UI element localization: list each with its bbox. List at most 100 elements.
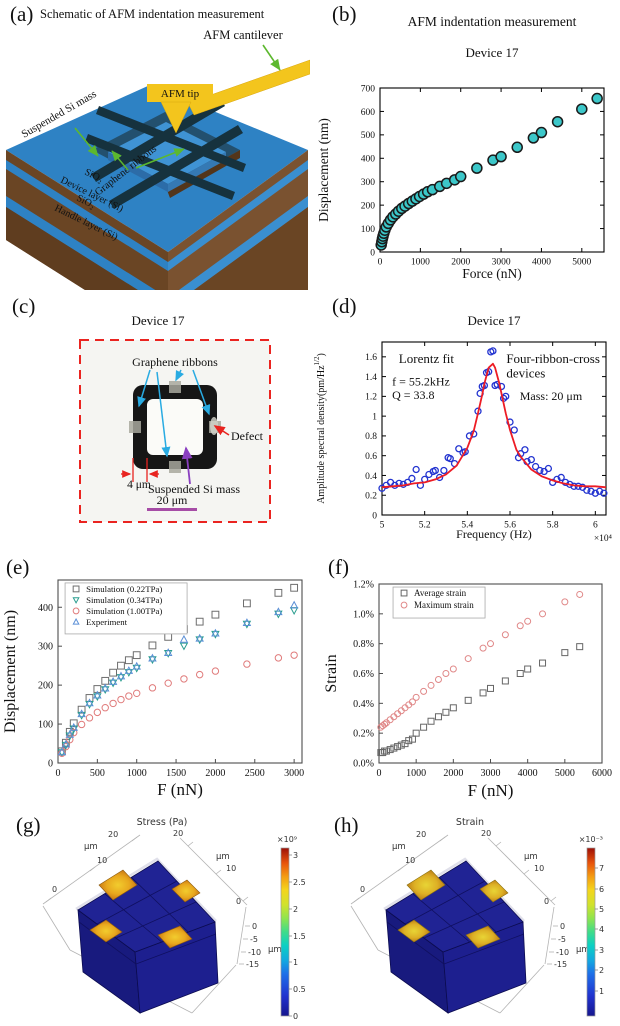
svg-text:Simulation (0.34TPa): Simulation (0.34TPa) [86, 595, 162, 605]
colorbar-tick-label: 6 [599, 885, 604, 894]
svg-text:400: 400 [38, 603, 53, 614]
colorbar-tick-label: 3 [293, 851, 298, 860]
axis2-tick: 10 [226, 864, 236, 873]
svg-text:Q = 33.8: Q = 33.8 [392, 388, 434, 402]
svg-text:Amplitude spectral density(pm/: Amplitude spectral density(pm/Hz1/2) [313, 353, 327, 504]
graphene-ribbons-label: Graphene ribbons [132, 355, 218, 369]
svg-text:5.8: 5.8 [547, 521, 559, 531]
svg-text:1.2%: 1.2% [353, 580, 374, 591]
panel-a: (a) Schematic of AFM indentation measure… [0, 0, 310, 290]
axis1-tick: 20 [416, 830, 426, 839]
axis2-tick: 0 [236, 897, 241, 906]
device-cube [383, 857, 527, 1014]
mass-arrow [74, 127, 99, 157]
graphene-ribbon-patches [397, 869, 509, 949]
svg-text:0.6%: 0.6% [353, 669, 374, 680]
chart-strain-vs-force: 0 1000 2000 3000 4000 5000 6000 0.0% 0.2% 0.4% 0.6… [323, 580, 612, 801]
zaxis-tick: -15 [554, 960, 567, 969]
handle-layer [6, 207, 168, 290]
handle-layer [168, 207, 308, 290]
stress-simulation-3d: Stress (Pa) μm 0 10 20 20 μm 10 0 0 -5 -… [42, 817, 306, 1021]
suspended-mass-side [168, 152, 226, 192]
colorbar-ticks [289, 854, 292, 1017]
panel-h-letter: (h) [334, 813, 359, 837]
axis2-tick: 0 [544, 897, 549, 906]
svg-text:Simulation (0.22TPa): Simulation (0.22TPa) [86, 584, 162, 594]
zaxis-tick: -10 [556, 948, 569, 957]
svg-text:1000: 1000 [127, 768, 147, 779]
sio2-stripe [178, 196, 308, 290]
colorbar-multiplier: ×10⁹ [277, 835, 297, 844]
svg-text:6: 6 [593, 521, 598, 531]
mass-arrow [181, 446, 193, 485]
svg-text:0.4%: 0.4% [353, 699, 374, 710]
svg-text:F (nN): F (nN) [468, 781, 514, 800]
panel-d-letter: (d) [332, 294, 357, 318]
svg-text:Experiment: Experiment [86, 617, 128, 627]
graphene-ribbon-patches [89, 869, 201, 949]
colorbar-tick-label: 1 [599, 987, 604, 996]
ribbon-arrow [135, 148, 185, 169]
svg-text:f = 55.2kHz: f = 55.2kHz [392, 374, 450, 388]
afm-tip-label-box [147, 84, 213, 102]
axis1-tick: 20 [108, 830, 118, 839]
afm-tip-label: AFM tip [161, 88, 200, 100]
axis1-unit: μm [392, 842, 406, 852]
svg-text:100: 100 [361, 225, 376, 235]
svg-text:Force (nN): Force (nN) [462, 266, 522, 281]
axis1-tick: 0 [52, 885, 57, 894]
svg-text:1.4: 1.4 [365, 373, 377, 383]
svg-text:200: 200 [38, 681, 53, 692]
colorbar [280, 847, 290, 1017]
ribbon-arrow [137, 369, 151, 408]
panel-g: (g) [0, 805, 310, 1026]
ribbon-arrow [175, 369, 185, 382]
ribbon-arrow [192, 369, 211, 416]
axis2-unit: μm [216, 852, 230, 862]
svg-text:0.2%: 0.2% [353, 729, 374, 740]
frame-window [147, 399, 203, 455]
axis1-unit: μm [84, 842, 98, 852]
graphene-ribbon [91, 98, 225, 182]
panel-d: (d) 5 5.2 5.4 5.6 5.8 6 0 0.2 0.4 0.6 0.8 1 1.2 1.4 1.… [310, 290, 620, 555]
svg-text:5.6: 5.6 [504, 521, 516, 531]
svg-text:Device 17: Device 17 [467, 313, 521, 328]
colorbar-tick-label: 0 [293, 1012, 298, 1021]
defect-spot [210, 417, 218, 435]
zaxis-unit: μm [576, 945, 590, 955]
colorbar-tick-label: 2 [293, 905, 298, 914]
svg-text:0: 0 [370, 248, 375, 258]
svg-text:3000: 3000 [492, 258, 511, 268]
panel-g-title: Stress (Pa) [137, 817, 188, 828]
panel-h: (h) [320, 805, 620, 1026]
zaxis-tick: 0 [252, 922, 257, 931]
svg-text:Frequency (Hz): Frequency (Hz) [456, 527, 532, 541]
svg-text:200: 200 [361, 201, 376, 211]
svg-text:Lorentz fit: Lorentz fit [399, 351, 455, 366]
sem-image-device17: Device 17 Graphene ribbons Defect Suspen… [79, 313, 271, 523]
panel-a-letter: (a) [10, 2, 34, 26]
graphene-ribbon [109, 125, 243, 209]
svg-text:Average strain: Average strain [414, 588, 467, 598]
panel-e: (e) 0 500 1000 1500 2000 2500 3000 0 100 200 300 40… [0, 555, 320, 805]
colorbar-ticks [595, 867, 598, 992]
ribbon-tab-bottom [169, 461, 181, 473]
defect-arrow [213, 425, 230, 436]
svg-text:600: 600 [361, 108, 376, 118]
panel-c: (c) Device 17 Graphene ribbons Defect S [0, 290, 310, 555]
chart-simulation-vs-experiment: 0 500 1000 1500 2000 2500 3000 0 100 200 300 400 F (… [2, 579, 304, 799]
suspended-mass-top [108, 122, 226, 184]
ribbon-arrow [111, 150, 129, 171]
svg-text:0.0%: 0.0% [353, 759, 374, 770]
svg-text:0: 0 [377, 768, 382, 779]
svg-text:Displacement (nm): Displacement (nm) [316, 118, 331, 222]
svg-text:0: 0 [372, 511, 377, 521]
ribbon-tab-left [129, 421, 141, 433]
colorbar-tick-label: 1 [293, 958, 298, 967]
svg-text:1: 1 [372, 412, 377, 422]
svg-text:2500: 2500 [245, 768, 265, 779]
colorbar-tick-label: 2.5 [293, 878, 306, 887]
panel-f: (f) 0 1000 2000 3000 4000 5000 6000 0.0% 0.2% 0.4… [320, 555, 620, 805]
strain-simulation-3d: Strain μm 0 10 20 20 μm 10 0 0 -5 -10 -1… [350, 817, 604, 1017]
